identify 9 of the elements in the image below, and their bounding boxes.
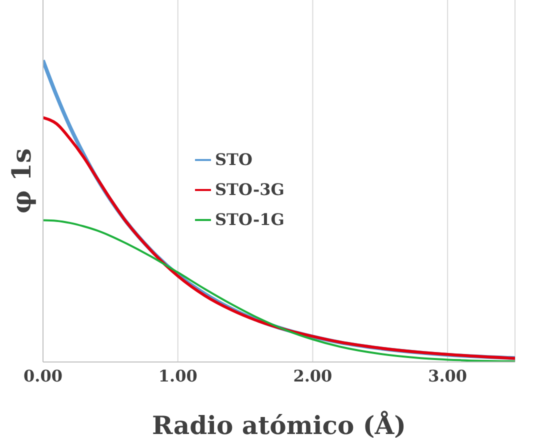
legend-label: STO-1G xyxy=(215,209,284,231)
legend-label: STO-3G xyxy=(215,179,284,201)
x-tick-label: 1.00 xyxy=(158,366,198,386)
y-axis-title: φ 1s xyxy=(8,148,38,214)
x-axis-title: Radio atómico (Å) xyxy=(152,410,406,438)
x-tick-label: 0.00 xyxy=(24,366,62,386)
legend-label: STO xyxy=(215,149,252,171)
x-tick-label: 2.00 xyxy=(293,366,332,386)
x-tick-label: 3.00 xyxy=(428,366,468,386)
